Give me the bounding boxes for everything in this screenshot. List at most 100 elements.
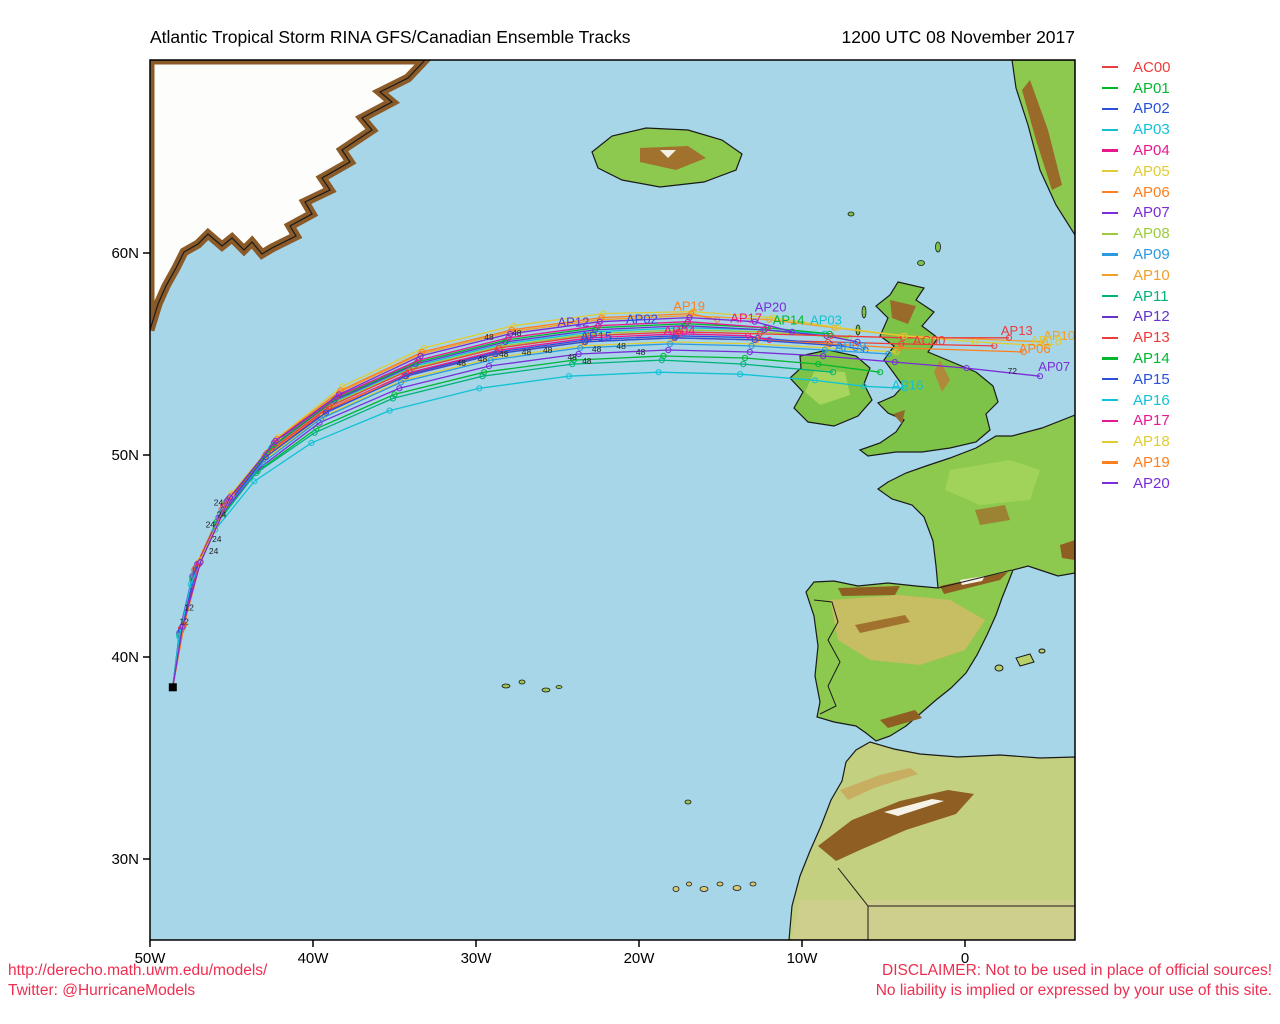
legend-dash-icon	[1102, 170, 1118, 173]
track-label-AP14: AP14	[773, 313, 805, 328]
legend-label-AP12: AP12	[1133, 308, 1170, 326]
track-point-AP20	[789, 328, 796, 335]
track-point-AP16	[811, 377, 819, 384]
track-point-AP09	[487, 357, 494, 364]
legend-dash-icon	[1102, 357, 1118, 360]
track-point-AP20	[336, 391, 343, 398]
legend-dash-icon	[1102, 419, 1118, 423]
track-point-AP19	[508, 326, 515, 333]
legend-label-AP10: AP10	[1133, 266, 1170, 284]
legend-dash-icon	[1102, 461, 1118, 464]
track-point-AP18	[510, 322, 517, 329]
track-point-AP14	[826, 330, 833, 337]
forecast-hour-label: 48	[616, 341, 626, 351]
track-point-AP15	[402, 373, 409, 380]
genesis-marker	[168, 683, 177, 692]
track-point-AP15	[751, 336, 758, 343]
legend: AC00 AP01 AP02 AP03 AP04 AP05 AP06 AP07 AP08 AP09…	[1102, 57, 1171, 494]
forecast-hour-label: 48	[457, 358, 467, 368]
track-point-AP20	[596, 318, 604, 325]
legend-label-AP17: AP17	[1133, 412, 1170, 430]
legend-dash-icon	[1102, 66, 1118, 69]
track-point-AP11	[569, 361, 576, 368]
y-tick-label-60n: 60N	[111, 245, 139, 262]
legend-label-AP14: AP14	[1133, 350, 1170, 368]
legend-dash-icon	[1102, 336, 1118, 339]
axis-labels: 50W 40W 30W 20W 10W 0 30N 40N 50N 60N	[111, 245, 969, 967]
legend-item-AP10: AP10	[1102, 265, 1171, 286]
land-balearics	[994, 648, 1046, 672]
forecast-hour-label: 48	[592, 344, 602, 354]
axis-ticks	[143, 252, 966, 947]
land-azores	[501, 679, 563, 693]
track-point-AP16	[565, 373, 573, 380]
y-tick-label-30n: 30N	[111, 851, 139, 868]
track-point-AP19	[419, 348, 426, 356]
track-point-AP10	[1041, 338, 1049, 345]
track-point-AP17	[505, 334, 512, 341]
legend-item-AP05: AP05	[1102, 161, 1171, 182]
track-point-AP09	[885, 350, 892, 358]
x-tick-label-0: 0	[961, 950, 969, 967]
forecast-hour-label: 48	[512, 328, 522, 338]
legend-dash-icon	[1102, 191, 1118, 194]
legend-dash-icon	[1102, 274, 1118, 277]
legend-item-AP16: AP16	[1102, 390, 1171, 411]
track-point-AP01	[741, 354, 749, 362]
legend-label-AP07: AP07	[1133, 204, 1170, 222]
track-point-AP07	[746, 348, 753, 356]
track-point-AP20	[686, 314, 693, 321]
track-point-AP09	[821, 346, 828, 354]
track-point-AP20	[197, 559, 204, 566]
forecast-hour-label: 12	[184, 603, 194, 613]
legend-dash-icon	[1102, 211, 1118, 215]
track-point-AP18	[834, 324, 842, 331]
track-point-AP15	[836, 342, 843, 349]
track-point-AP16	[737, 371, 744, 378]
track-point-AP08	[588, 330, 595, 337]
forecast-hour-label: 48	[543, 345, 553, 355]
track-point-AP07	[575, 350, 582, 358]
track-label-AP15: AP15	[580, 329, 612, 344]
track-point-AP11	[658, 357, 665, 364]
track-point-AP07	[820, 352, 827, 360]
track-point-AP18	[1045, 342, 1052, 349]
track-point-AP09	[666, 340, 674, 347]
legend-dash-icon	[1102, 232, 1118, 235]
forecast-hour-label: 48	[484, 332, 494, 342]
track-point-AP11	[740, 361, 747, 368]
legend-dash-icon	[1102, 107, 1118, 111]
track-point-AP09	[397, 379, 405, 386]
footer-links: http://derecho.math.uwm.edu/models/ Twit…	[8, 961, 267, 1001]
track-label-AP03: AP03	[810, 313, 842, 328]
plot-title: Atlantic Tropical Storm RINA GFS/Canadia…	[150, 27, 631, 47]
track-point-AP01	[570, 357, 577, 364]
legend-label-AP13: AP13	[1133, 329, 1170, 347]
legend-dash-icon	[1102, 399, 1118, 402]
track-point-AP16	[251, 478, 258, 485]
track-point-AP13	[585, 332, 592, 339]
legend-dash-icon	[1102, 295, 1118, 298]
legend-label-AP20: AP20	[1133, 474, 1170, 492]
track-point-AP13	[495, 344, 502, 351]
legend-item-AP14: AP14	[1102, 348, 1171, 369]
track-point-AC00	[898, 340, 905, 347]
track-point-AP13	[1005, 334, 1013, 341]
track-point-AP16	[308, 439, 315, 446]
legend-label-AP15: AP15	[1133, 370, 1170, 388]
legend-item-AP12: AP12	[1102, 307, 1171, 328]
legend-dash-icon	[1102, 149, 1118, 152]
disclaimer-line-2: No liability is implied or expressed by …	[875, 982, 1272, 999]
track-line-AP16	[172, 371, 905, 688]
track-point-AP06	[825, 340, 832, 347]
legend-item-AP08: AP08	[1102, 223, 1171, 244]
track-point-AP11	[389, 395, 396, 402]
legend-dash-icon	[1102, 128, 1118, 131]
track-point-AP19	[688, 310, 695, 317]
track-label-AP06: AP06	[1019, 341, 1051, 356]
track-point-AP18	[420, 344, 427, 351]
legend-item-AP13: AP13	[1102, 327, 1171, 348]
